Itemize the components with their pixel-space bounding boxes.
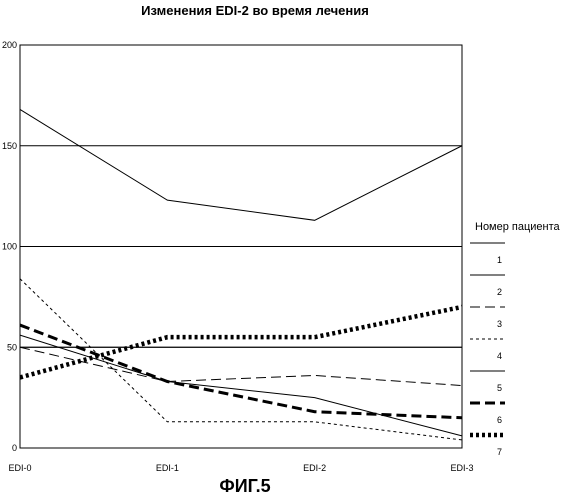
x-tick-label: EDI-0 [8, 463, 31, 473]
y-tick-label: 0 [12, 443, 17, 453]
legend-label-4: 4 [497, 351, 502, 361]
legend-label-5: 5 [497, 383, 502, 393]
figure-label: ФИГ.5 [219, 476, 270, 496]
x-tick-label: EDI-3 [450, 463, 473, 473]
grid-lines [20, 146, 462, 348]
y-tick-label: 50 [7, 342, 17, 352]
series-line-1 [20, 109, 462, 220]
series-line-6 [20, 325, 462, 418]
legend-label-2: 2 [497, 287, 502, 297]
legend-label-7: 7 [497, 447, 502, 457]
legend-label-1: 1 [497, 255, 502, 265]
legend-label-6: 6 [497, 415, 502, 425]
y-tick-labels: 0 50 100 150 200 [2, 40, 17, 453]
y-tick-label: 100 [2, 242, 17, 252]
series-line-3 [20, 347, 462, 385]
legend-label-3: 3 [497, 319, 502, 329]
x-tick-label: EDI-1 [156, 463, 179, 473]
y-tick-label: 200 [2, 40, 17, 50]
series-line-7 [20, 307, 462, 378]
legend: Номер пациента 1 2 3 4 5 6 7 [470, 221, 561, 457]
x-tick-labels: EDI-0 EDI-1 EDI-2 EDI-3 [8, 463, 473, 473]
series-line-2 [20, 335, 462, 436]
series-lines [20, 109, 462, 439]
y-tick-label: 150 [2, 141, 17, 151]
x-tick-label: EDI-2 [303, 463, 326, 473]
chart-title: Изменения EDI-2 во время лечения [141, 3, 369, 18]
legend-title: Номер пациента [475, 221, 561, 233]
